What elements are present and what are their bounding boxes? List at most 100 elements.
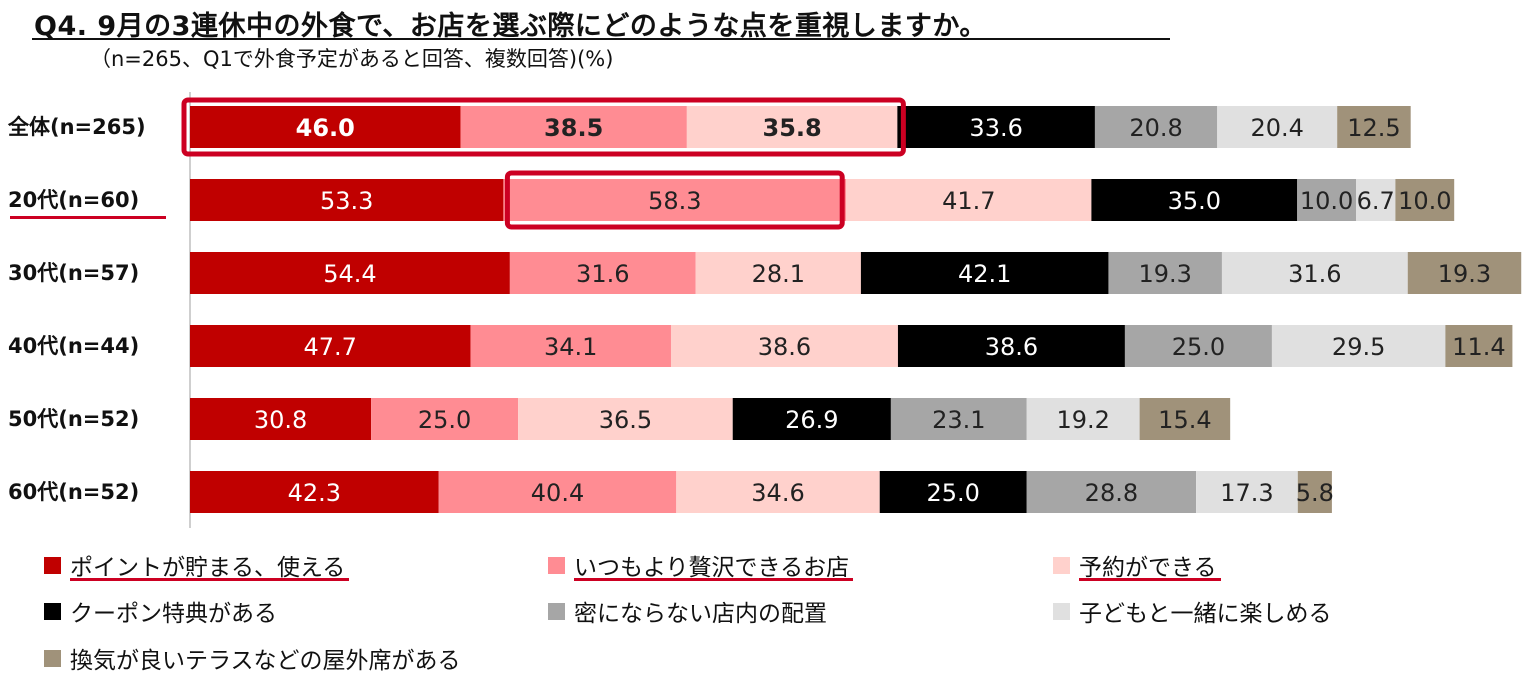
data-label: 26.9 [785, 406, 838, 434]
bar-segment [897, 106, 1095, 148]
row-label: 60代(n=52) [8, 480, 139, 504]
data-label: 35.8 [763, 114, 822, 142]
bar-segment [676, 471, 880, 513]
data-label: 19.3 [1438, 260, 1491, 288]
data-label: 58.3 [648, 187, 701, 215]
legend-swatch [548, 602, 565, 620]
legend-item: 予約ができる [1053, 548, 1217, 582]
data-label: 29.5 [1332, 333, 1385, 361]
bar-segment [1221, 252, 1408, 294]
data-label: 33.6 [969, 114, 1022, 142]
data-label: 42.1 [958, 260, 1011, 288]
legend-item: いつもより贅沢できるお店 [548, 548, 849, 582]
data-label: 6.7 [1357, 187, 1395, 215]
bar-segment [190, 398, 372, 440]
legend-label: ポイントが貯まる、使える [70, 555, 346, 581]
bar-segment [503, 179, 847, 221]
bar-segment [509, 252, 696, 294]
data-label: 53.3 [320, 187, 373, 215]
legend-item: 換気が良いテラスなどの屋外席がある [44, 641, 461, 675]
data-label: 20.4 [1250, 114, 1303, 142]
legend-swatch [1053, 556, 1070, 574]
chart-title: Q4. 9月の3連休中の外食で、お店を選ぶ際にどのような点を重視しますか。 [34, 11, 987, 42]
bar-segment [438, 471, 677, 513]
bar-segment [1196, 471, 1298, 513]
bar-segment [518, 398, 733, 440]
bar-segment [190, 106, 461, 148]
data-label: 19.2 [1056, 406, 1109, 434]
bar-segment [890, 398, 1027, 440]
data-label: 41.7 [942, 187, 995, 215]
highlight-box [181, 97, 906, 157]
bar-segment [1026, 398, 1140, 440]
bar-segment [190, 179, 504, 221]
data-label: 36.5 [599, 406, 652, 434]
bar-segment [1026, 471, 1197, 513]
bar-segment [670, 325, 898, 367]
legend-label: 換気が良いテラスなどの屋外席がある [70, 648, 461, 674]
data-label: 46.0 [296, 114, 355, 142]
legend-swatch [548, 556, 565, 574]
bar-segment [190, 325, 471, 367]
row-label: 全体(n=265) [7, 115, 146, 139]
bar-segment [1297, 179, 1357, 221]
data-label: 42.3 [288, 479, 341, 507]
data-label: 31.6 [1288, 260, 1341, 288]
data-label: 10.0 [1398, 187, 1451, 215]
legend-underline [70, 578, 349, 581]
bar-segment [1356, 179, 1396, 221]
legend-underline [1079, 578, 1221, 581]
bar-segment [686, 106, 898, 148]
row-label: 40代(n=44) [8, 334, 139, 358]
data-label: 19.3 [1138, 260, 1191, 288]
chart-subtitle: （n=265、Q1で外食予定があると回答、複数回答)(%) [90, 47, 614, 71]
data-label: 5.8 [1296, 479, 1334, 507]
bar-segment [190, 471, 439, 513]
legend-swatch [44, 649, 61, 667]
data-label: 25.0 [1172, 333, 1225, 361]
row-label-underline [10, 216, 166, 219]
data-label: 11.4 [1452, 333, 1505, 361]
bar-segment [695, 252, 861, 294]
bar-segment [1091, 179, 1298, 221]
bar-segment [1297, 471, 1332, 513]
legend-label: 密にならない店内の配置 [574, 601, 827, 627]
legend-underline [574, 578, 853, 581]
data-label: 54.4 [323, 260, 376, 288]
stacked-bar-chart: 全体(n=265) 46.0 38.5 35.8 33.6 20.8 20.4 12.5 20代… [7, 92, 1522, 528]
legend-label: いつもより贅沢できるお店 [574, 555, 850, 581]
legend-swatch [1053, 602, 1070, 620]
bar-segment [897, 325, 1125, 367]
data-label: 23.1 [932, 406, 985, 434]
bar-segment [879, 471, 1027, 513]
data-label: 38.6 [758, 333, 811, 361]
bar-segment [190, 252, 510, 294]
data-label: 34.1 [544, 333, 597, 361]
data-label: 31.6 [576, 260, 629, 288]
bar-segment [1124, 325, 1272, 367]
data-label: 15.4 [1158, 406, 1211, 434]
bar-segment [1217, 106, 1338, 148]
legend-item: クーポン特典がある [44, 594, 277, 628]
data-label: 25.0 [418, 406, 471, 434]
bar-segment [732, 398, 891, 440]
data-label: 38.5 [544, 114, 603, 142]
row-label: 50代(n=52) [8, 407, 139, 431]
data-label: 20.8 [1129, 114, 1182, 142]
bar-segment [1337, 106, 1411, 148]
data-label: 28.8 [1085, 479, 1138, 507]
bar-segment [1139, 398, 1231, 440]
legend-item: 密にならない店内の配置 [548, 594, 827, 628]
legend-swatch [44, 556, 61, 574]
data-label: 17.3 [1220, 479, 1273, 507]
legend-label: クーポン特典がある [70, 601, 277, 627]
bar-segment [1395, 179, 1455, 221]
bar-segment [860, 252, 1109, 294]
bar-segment [1094, 106, 1218, 148]
row-label: 30代(n=57) [8, 261, 139, 285]
bar-segment [1445, 325, 1513, 367]
data-label: 30.8 [254, 406, 307, 434]
bar-segment [460, 106, 687, 148]
data-label: 35.0 [1168, 187, 1221, 215]
row-label: 20代(n=60) [8, 188, 139, 212]
